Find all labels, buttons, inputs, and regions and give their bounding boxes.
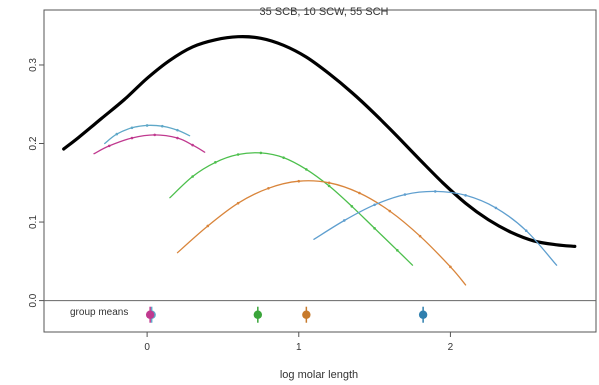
curve-point — [267, 186, 270, 190]
y-tick-label: 0.0 — [28, 293, 39, 307]
curve-point — [214, 161, 217, 164]
curve-point — [145, 124, 149, 127]
chart-title: 35 SCB, 10 SCW, 55 SCH — [260, 6, 389, 18]
curve-point — [176, 128, 179, 132]
curve-point — [297, 179, 301, 183]
x-axis-label: log molar length — [280, 369, 358, 381]
curve-point — [115, 132, 119, 136]
curve-point — [130, 126, 134, 130]
curve-point — [191, 143, 194, 147]
x-tick-label: 0 — [144, 342, 150, 353]
curve-point — [524, 229, 528, 232]
x-tick-label: 2 — [448, 342, 454, 353]
series-layer — [62, 35, 577, 286]
curve-point — [236, 201, 240, 205]
curve-point — [259, 151, 263, 155]
curve-point — [403, 193, 407, 196]
y-tick-label: 0.3 — [28, 58, 39, 72]
group-mean-marker — [302, 310, 311, 319]
curve-point — [160, 124, 164, 128]
group-density-curve-5 — [313, 190, 558, 266]
group-mean-marker — [145, 310, 155, 319]
y-tick-label: 0.2 — [28, 136, 39, 150]
curve-point — [449, 265, 452, 269]
x-tick-label: 1 — [296, 342, 302, 353]
curve-point — [327, 184, 331, 188]
group-mean-marker — [418, 310, 428, 319]
curve-point — [191, 175, 194, 178]
curve-point — [176, 136, 179, 140]
curve-point — [494, 206, 498, 210]
curve-point — [373, 227, 376, 230]
curve-point — [350, 205, 354, 208]
curve-point — [433, 190, 437, 193]
curve-point — [236, 153, 240, 156]
curve-point — [388, 209, 392, 213]
group-density-curve-3 — [169, 152, 414, 266]
curve-point — [153, 133, 157, 137]
curve-point — [206, 224, 210, 228]
plot-frame — [43, 9, 597, 333]
axes-layer: 0 1 2 0.0 0.1 0.2 0.3 — [28, 58, 596, 353]
y-tick-label: 0.1 — [28, 215, 39, 229]
group-density-curve-4 — [176, 180, 467, 286]
curve-point — [107, 144, 111, 148]
curve-point — [373, 203, 376, 207]
group-means-label: group means — [70, 307, 128, 318]
curve-point — [342, 219, 346, 222]
curve-point — [358, 191, 361, 195]
means-layer — [145, 306, 428, 323]
curve-point — [327, 181, 331, 185]
curve-point — [305, 168, 308, 171]
curve-point — [396, 249, 399, 252]
curve-point — [130, 136, 134, 140]
curve-point — [282, 156, 285, 159]
curve-point — [418, 234, 422, 238]
overall-density-curve — [62, 35, 577, 248]
group-mean-marker — [253, 310, 263, 319]
curve-point — [464, 194, 467, 197]
